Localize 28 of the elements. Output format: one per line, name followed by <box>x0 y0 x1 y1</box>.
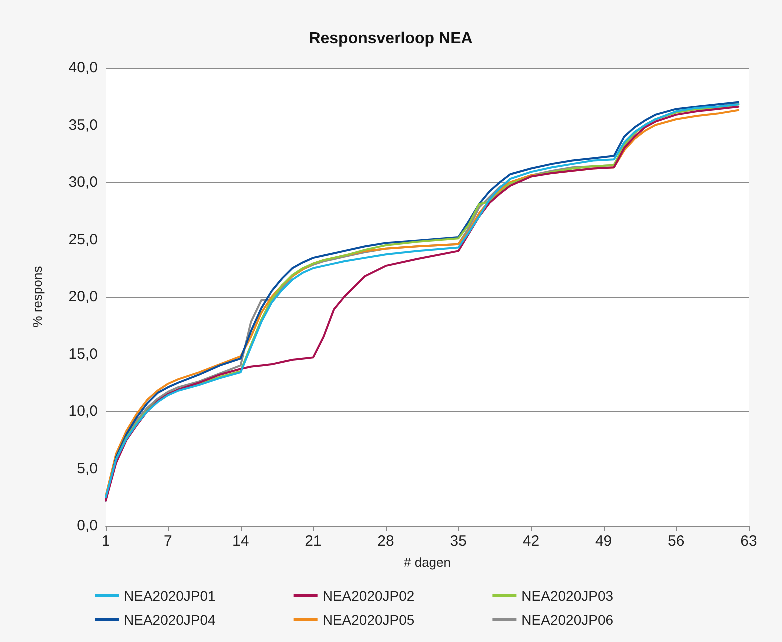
x-tick-label: 21 <box>305 533 322 550</box>
y-tick-label: 25,0 <box>68 231 98 248</box>
x-tick-label: 7 <box>164 533 172 550</box>
legend-label: NEA2020JP02 <box>322 588 415 604</box>
x-tick-label: 35 <box>450 533 467 550</box>
y-tick-label: 5,0 <box>77 460 98 478</box>
y-tick-label: 15,0 <box>68 346 98 363</box>
y-tick-label: 0,0 <box>77 518 98 534</box>
chart-title: Responsverloop NEA <box>309 30 474 48</box>
x-tick-label: 63 <box>740 533 758 550</box>
y-tick-label: 20,0 <box>68 288 98 306</box>
legend-label: NEA2020JP03 <box>522 588 614 604</box>
x-axis-title: # dagen <box>404 555 451 570</box>
y-tick-label: 10,0 <box>68 403 98 420</box>
x-tick-label: 49 <box>595 533 612 550</box>
y-tick-label: 40,0 <box>68 60 98 76</box>
legend-label: NEA2020JP01 <box>124 588 216 604</box>
y-tick-label: 35,0 <box>68 116 98 134</box>
y-tick-label: 30,0 <box>68 174 98 191</box>
x-tick-label: 14 <box>232 533 250 550</box>
legend-label: NEA2020JP04 <box>124 612 216 628</box>
legend-label: NEA2020JP05 <box>322 612 415 628</box>
legend-label: NEA2020JP06 <box>522 612 614 628</box>
x-tick-label: 1 <box>102 533 110 550</box>
x-tick-label: 56 <box>668 533 685 550</box>
y-axis-title: % respons <box>30 266 45 328</box>
x-tick-label: 42 <box>522 533 540 550</box>
x-tick-label: 28 <box>378 533 394 550</box>
